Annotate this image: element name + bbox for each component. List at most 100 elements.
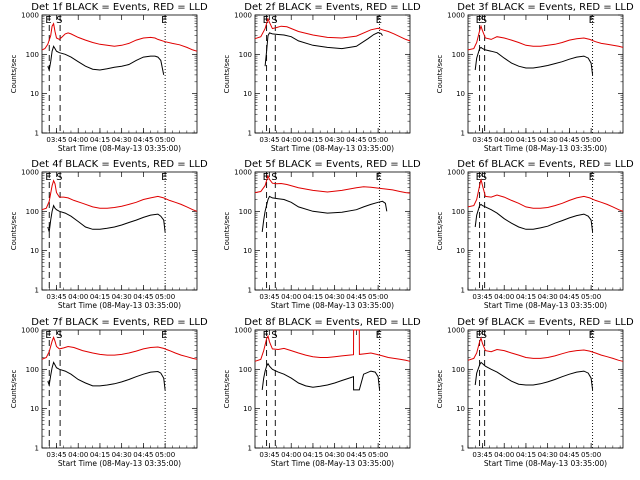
- event-marker-label: E: [589, 172, 595, 183]
- x-tick-label: 05:00: [155, 136, 175, 144]
- x-tick-label: 03:45: [472, 293, 492, 301]
- y-tick-label: 10: [456, 405, 465, 413]
- y-tick-label: 10: [243, 247, 252, 255]
- x-tick-label: 04:30: [112, 136, 132, 144]
- event-marker-label: S: [481, 172, 487, 183]
- y-tick-label: 1: [35, 445, 39, 453]
- y-tick-label: 100: [452, 208, 465, 216]
- x-tick-label: 04:45: [559, 293, 579, 301]
- event-marker-label: E: [45, 330, 51, 341]
- x-tick-label: 04:15: [303, 451, 323, 459]
- event-marker-label: S: [271, 15, 277, 26]
- event-marker-label: E: [476, 15, 482, 26]
- x-tick-label: 04:15: [516, 136, 536, 144]
- x-axis-label: Start Time (08-May-13 03:35:00): [484, 144, 607, 153]
- x-axis-label: Start Time (08-May-13 03:35:00): [271, 301, 394, 310]
- x-axis-label: Start Time (08-May-13 03:35:00): [271, 459, 394, 468]
- chart-title: Det 1f BLACK = Events, RED = LLD: [31, 2, 208, 13]
- x-tick-label: 05:00: [155, 451, 175, 459]
- x-tick-label: 04:15: [516, 293, 536, 301]
- event-marker-label: S: [56, 15, 62, 26]
- y-tick-label: 1: [35, 287, 39, 295]
- x-tick-label: 04:30: [112, 451, 132, 459]
- chart-title: Det 3f BLACK = Events, RED = LLD: [457, 2, 634, 13]
- x-tick-label: 03:45: [46, 451, 66, 459]
- x-tick-label: 03:45: [259, 293, 279, 301]
- y-tick-label: 1000: [234, 169, 252, 177]
- chart-panel-4: Det 4f BLACK = Events, RED = LLD 1 10 100 10…: [10, 159, 208, 310]
- y-axis-label: Counts/sec: [436, 212, 444, 251]
- plot-frame: [467, 329, 624, 449]
- red-lld-series: [41, 179, 198, 212]
- x-tick-label: 04:15: [516, 451, 536, 459]
- event-marker-label: S: [271, 330, 277, 341]
- x-tick-label: 04:15: [303, 293, 323, 301]
- chart-panel-2: Det 2f BLACK = Events, RED = LLD 1 10 100 10…: [223, 2, 421, 153]
- x-tick-label: 03:45: [472, 451, 492, 459]
- y-axis-label: Counts/sec: [10, 55, 18, 94]
- y-tick-label: 100: [452, 366, 465, 374]
- event-marker-label: E: [161, 172, 167, 183]
- y-tick-label: 1: [248, 287, 252, 295]
- x-tick-label: 04:45: [559, 136, 579, 144]
- x-tick-label: 04:15: [90, 451, 110, 459]
- y-tick-label: 100: [452, 51, 465, 59]
- y-tick-label: 1000: [447, 169, 465, 177]
- chart-title: Det 2f BLACK = Events, RED = LLD: [244, 2, 421, 13]
- x-tick-label: 05:00: [368, 136, 388, 144]
- x-tick-label: 03:45: [46, 136, 66, 144]
- y-tick-label: 100: [239, 51, 252, 59]
- y-axis-label: Counts/sec: [10, 212, 18, 251]
- x-tick-label: 05:00: [368, 451, 388, 459]
- y-axis-label: Counts/sec: [223, 370, 231, 409]
- y-tick-label: 1000: [234, 12, 252, 20]
- x-axis-label: Start Time (08-May-13 03:35:00): [484, 301, 607, 310]
- chart-panel-5: Det 5f BLACK = Events, RED = LLD 1 10 100 10…: [223, 159, 421, 310]
- plot-frame: [41, 14, 198, 134]
- black-events-series: [264, 31, 383, 67]
- x-tick-label: 05:00: [155, 293, 175, 301]
- y-tick-label: 100: [239, 208, 252, 216]
- black-events-series: [47, 45, 165, 75]
- x-tick-label: 03:45: [472, 136, 492, 144]
- chart-panel-9: Det 9f BLACK = Events, RED = LLD 1 10 100 10…: [436, 317, 634, 468]
- event-marker-label: E: [376, 15, 382, 26]
- event-marker-label: E: [476, 330, 482, 341]
- event-marker-label: E: [376, 172, 382, 183]
- x-axis-label: Start Time (08-May-13 03:35:00): [58, 459, 181, 468]
- event-marker-label: E: [161, 330, 167, 341]
- chart-panel-3: Det 3f BLACK = Events, RED = LLD 1 10 100 10…: [436, 2, 634, 153]
- black-events-series: [474, 361, 594, 390]
- event-marker-label: E: [589, 330, 595, 341]
- x-tick-label: 04:30: [325, 136, 345, 144]
- x-tick-label: 05:00: [581, 451, 601, 459]
- y-tick-label: 100: [26, 51, 39, 59]
- x-tick-label: 04:30: [538, 293, 558, 301]
- chart-panel-7: Det 7f BLACK = Events, RED = LLD 1 10 100 10…: [10, 317, 208, 468]
- y-tick-label: 1000: [447, 327, 465, 335]
- x-tick-label: 05:00: [581, 293, 601, 301]
- red-lld-series: [41, 335, 198, 360]
- x-tick-label: 04:30: [538, 451, 558, 459]
- event-marker-label: S: [481, 15, 487, 26]
- x-tick-label: 04:45: [133, 136, 153, 144]
- x-tick-label: 04:45: [133, 293, 153, 301]
- event-marker-label: S: [56, 330, 62, 341]
- y-tick-label: 1000: [21, 327, 39, 335]
- x-tick-label: 04:00: [494, 293, 514, 301]
- black-events-series: [261, 195, 388, 232]
- chart-panel-8: Det 8f BLACK = Events, RED = LLD 1 10 100 10…: [223, 317, 421, 468]
- red-lld-series: [254, 174, 411, 194]
- x-tick-label: 03:45: [46, 293, 66, 301]
- x-tick-label: 04:45: [559, 451, 579, 459]
- event-marker-label: S: [56, 172, 62, 183]
- x-tick-label: 04:15: [90, 293, 110, 301]
- chart-title: Det 5f BLACK = Events, RED = LLD: [244, 159, 421, 170]
- event-marker-label: S: [271, 172, 277, 183]
- x-tick-label: 04:15: [90, 136, 110, 144]
- y-tick-label: 100: [26, 208, 39, 216]
- x-tick-label: 04:00: [494, 136, 514, 144]
- event-marker-label: E: [263, 15, 269, 26]
- x-tick-label: 05:00: [368, 293, 388, 301]
